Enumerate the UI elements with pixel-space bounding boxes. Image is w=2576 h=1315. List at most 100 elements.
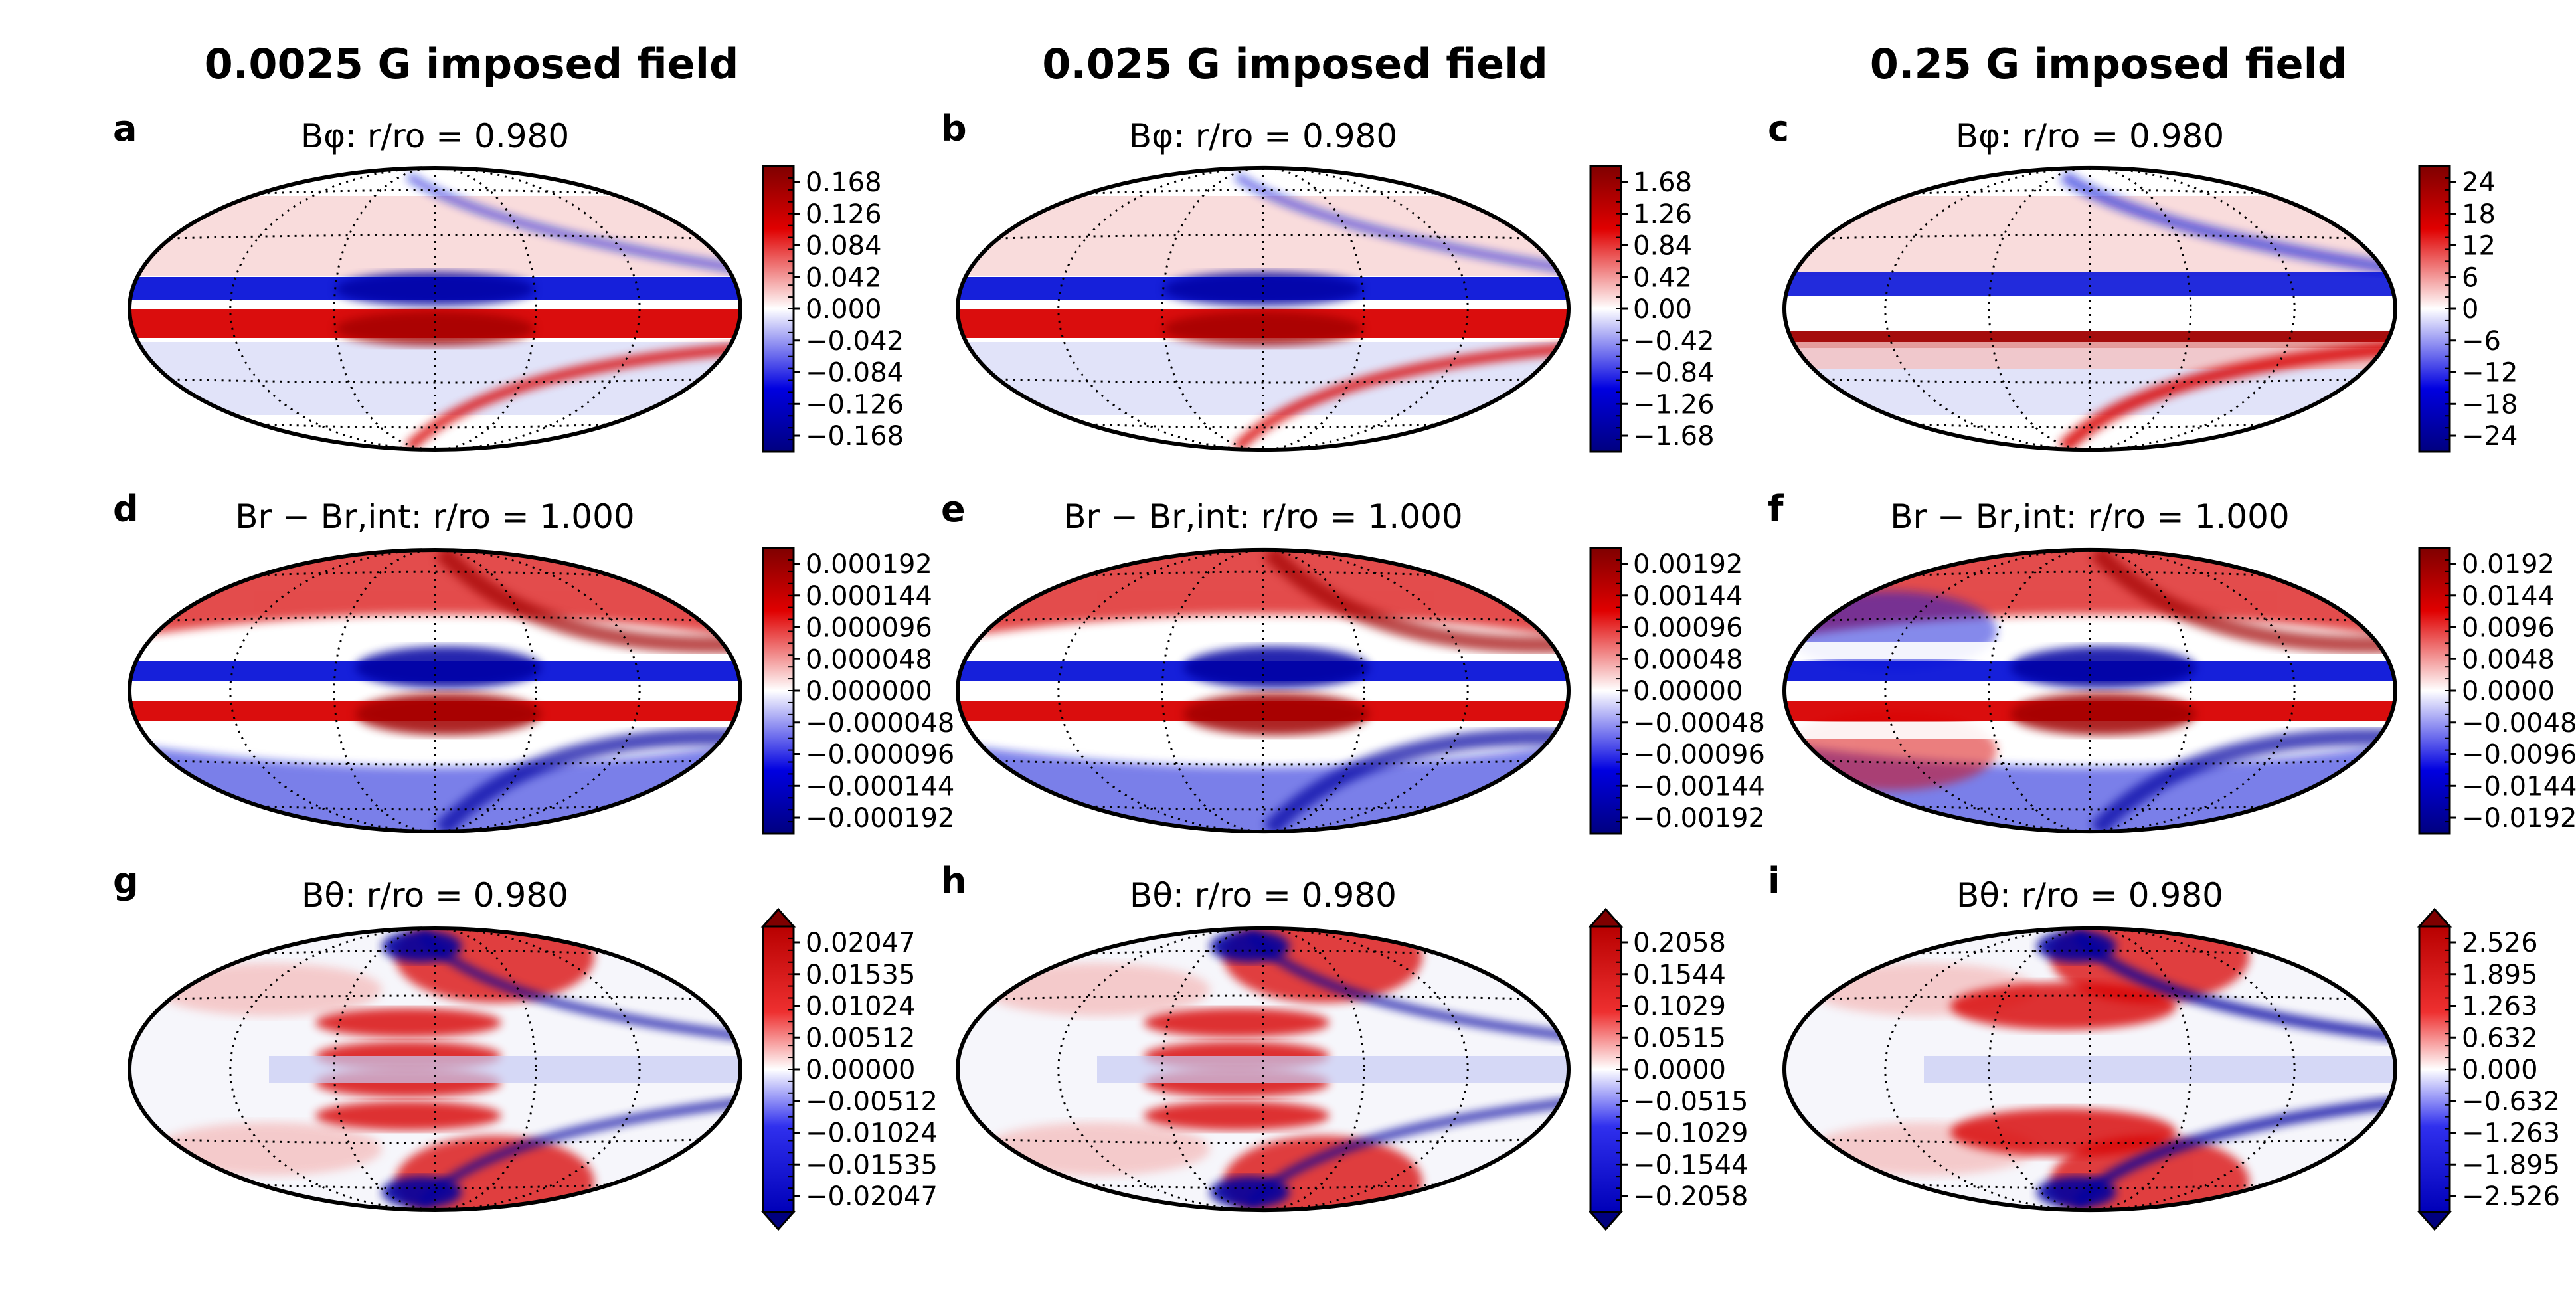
colorbar-tick-label: −0.000096 [806,740,954,770]
colorbar-tick-label: 0.00192 [1633,549,1743,580]
colorbar-tick-label: 0.00512 [806,1023,915,1053]
colorbar: 1.681.260.840.420.00−0.42−0.84−1.26−1.68 [1589,165,1715,453]
colorbar-tick-label: 0.42 [1633,262,1692,293]
colorbar-tick-label: −0.00192 [1633,803,1765,833]
colorbar-tick-label: 0.00000 [1633,676,1743,707]
knot-north [2037,930,2116,962]
colorbar-tick-label: 0.000 [2462,1055,2538,1085]
colorbar-tick-label: −0.0144 [2462,771,2576,802]
parallel-2 [998,1138,1528,1144]
streak-south [2090,728,2396,832]
streak-north [406,173,740,273]
colorbar-tick-label: −0.042 [806,326,904,357]
colorbar-tick-label: −2.526 [2462,1182,2560,1212]
parallel-1 [998,234,1528,240]
bulge-blue [2010,646,2196,689]
panel-h: h Bθ: r/ro = 0.980 0.20580.15440.10290.051… [941,860,1748,1231]
map-outline [127,548,743,833]
streak-south [1263,728,1569,832]
colorbar-tick-label: −0.0048 [2462,708,2576,739]
colorbar-tick-label: 18 [2462,199,2496,230]
colorbar-tick-label: 0 [2462,294,2478,325]
colorbar-tick-label: 0.000096 [806,613,932,644]
colorbar-tick-label: −0.084 [806,358,904,389]
colorbar-tick-label: 1.895 [2462,960,2538,990]
colorbar-tick-label: −6 [2462,326,2501,357]
colorbar-tick-label: −1.895 [2462,1150,2560,1180]
bulge-blue [1183,646,1369,689]
colorbar-tick-label: −0.00144 [1633,771,1765,802]
colorbar-tick-label: 0.0096 [2462,613,2555,644]
colorbar-tick-label: −24 [2462,421,2518,452]
panel-i: i Bθ: r/ro = 0.980 2.5261.8951.2630.6320.0… [1768,860,2560,1231]
panel-title: Bφ: r/ro = 0.980 [1129,117,1397,155]
colorbar-tick-label: 0.126 [806,199,882,230]
colorbar-tick-label: −0.0096 [2462,740,2576,770]
colorbar-tick-label: −0.000192 [806,803,954,833]
colorbar-tick-label: 0.0048 [2462,644,2555,675]
colorbar-tick-label: −0.01024 [806,1118,938,1149]
parallel-1 [998,994,1528,1000]
colorbar-extend-min [1588,1211,1624,1231]
streak-north [2060,171,2396,275]
parallel-1 [1825,994,2355,1000]
panel-label: h [941,860,966,902]
colorbar-tick-label: −0.126 [806,389,904,420]
colorbar-tick-label: −0.42 [1633,326,1715,357]
panel-label: i [1768,860,1780,902]
colorbar-tick-label: 0.000 [806,294,882,325]
tail-blue [1097,1056,1569,1083]
colorbar-tick-label: 0.168 [806,167,882,198]
colorbar: 2.5261.8951.2630.6320.000−0.632−1.263−1.… [2417,907,2560,1231]
colorbar-tick-label: 0.00000 [806,1055,915,1085]
parallel-1 [170,994,700,1000]
colorbar-tick-label: −0.632 [2462,1087,2560,1117]
colorbar-tick-label: −0.168 [806,421,904,452]
colorbar-tick-label: −18 [2462,389,2518,420]
lobe-red-0 [315,1008,501,1037]
tail-blue [269,1056,740,1083]
colorbar-tick-label: 1.263 [2462,992,2538,1022]
column-title-3: 0.25 G imposed field [1870,40,2347,88]
column-title-1: 0.0025 G imposed field [205,40,739,88]
colorbar-tick-label: 0.0144 [2462,581,2555,612]
bulge-blue [1163,272,1363,306]
colorbar-tick-label: −0.1544 [1633,1150,1748,1180]
parallel-2 [170,378,700,384]
colorbar-tick-label: −12 [2462,358,2518,389]
panel-f: f Br − Br,int: r/ro = 1.0000.01920.01440.… [1768,488,2576,835]
colorbar: 0.020470.015350.010240.005120.00000−0.00… [760,907,938,1231]
lobe-red-0 [1144,1008,1330,1037]
colorbar-tick-label: 0.0515 [1633,1023,1726,1053]
panel-label: f [1768,488,1784,530]
colorbar-tick-label: 0.00096 [1633,613,1743,644]
map-outline [1782,166,2398,452]
panel-label: c [1768,108,1789,149]
colorbar-tick-label: 6 [2462,262,2478,293]
colorbar-tick-label: −1.263 [2462,1118,2560,1149]
streak-south [404,343,740,450]
colorbar-tick-label: −0.000048 [806,708,954,739]
parallel-1 [170,234,700,240]
parallel-2 [170,1138,700,1144]
knot-south [1210,1176,1290,1208]
colorbar-tick-label: −0.02047 [806,1182,938,1212]
hatch-north [156,963,382,1016]
colorbar-tick-label: 0.01024 [806,992,915,1022]
colorbar-tick-label: 0.0000 [2462,676,2555,707]
parallel-1 [1825,234,2355,240]
colorbar-tick-label: 24 [2462,167,2496,198]
panel-label: e [941,488,966,530]
bulge-red [1183,693,1369,735]
map-outline [127,926,743,1212]
map-outline [127,166,743,452]
colorbar-tick-label: 2.526 [2462,928,2538,958]
bulge-blue [335,272,535,306]
colorbar-tick-label: −0.0515 [1633,1087,1748,1117]
colorbar-tick-label: −0.2058 [1633,1182,1748,1212]
parallel-2 [998,378,1528,384]
colorbar-extend-max [760,907,796,928]
colorbar: 0.20580.15440.10290.05150.0000−0.0515−0.… [1588,907,1748,1231]
